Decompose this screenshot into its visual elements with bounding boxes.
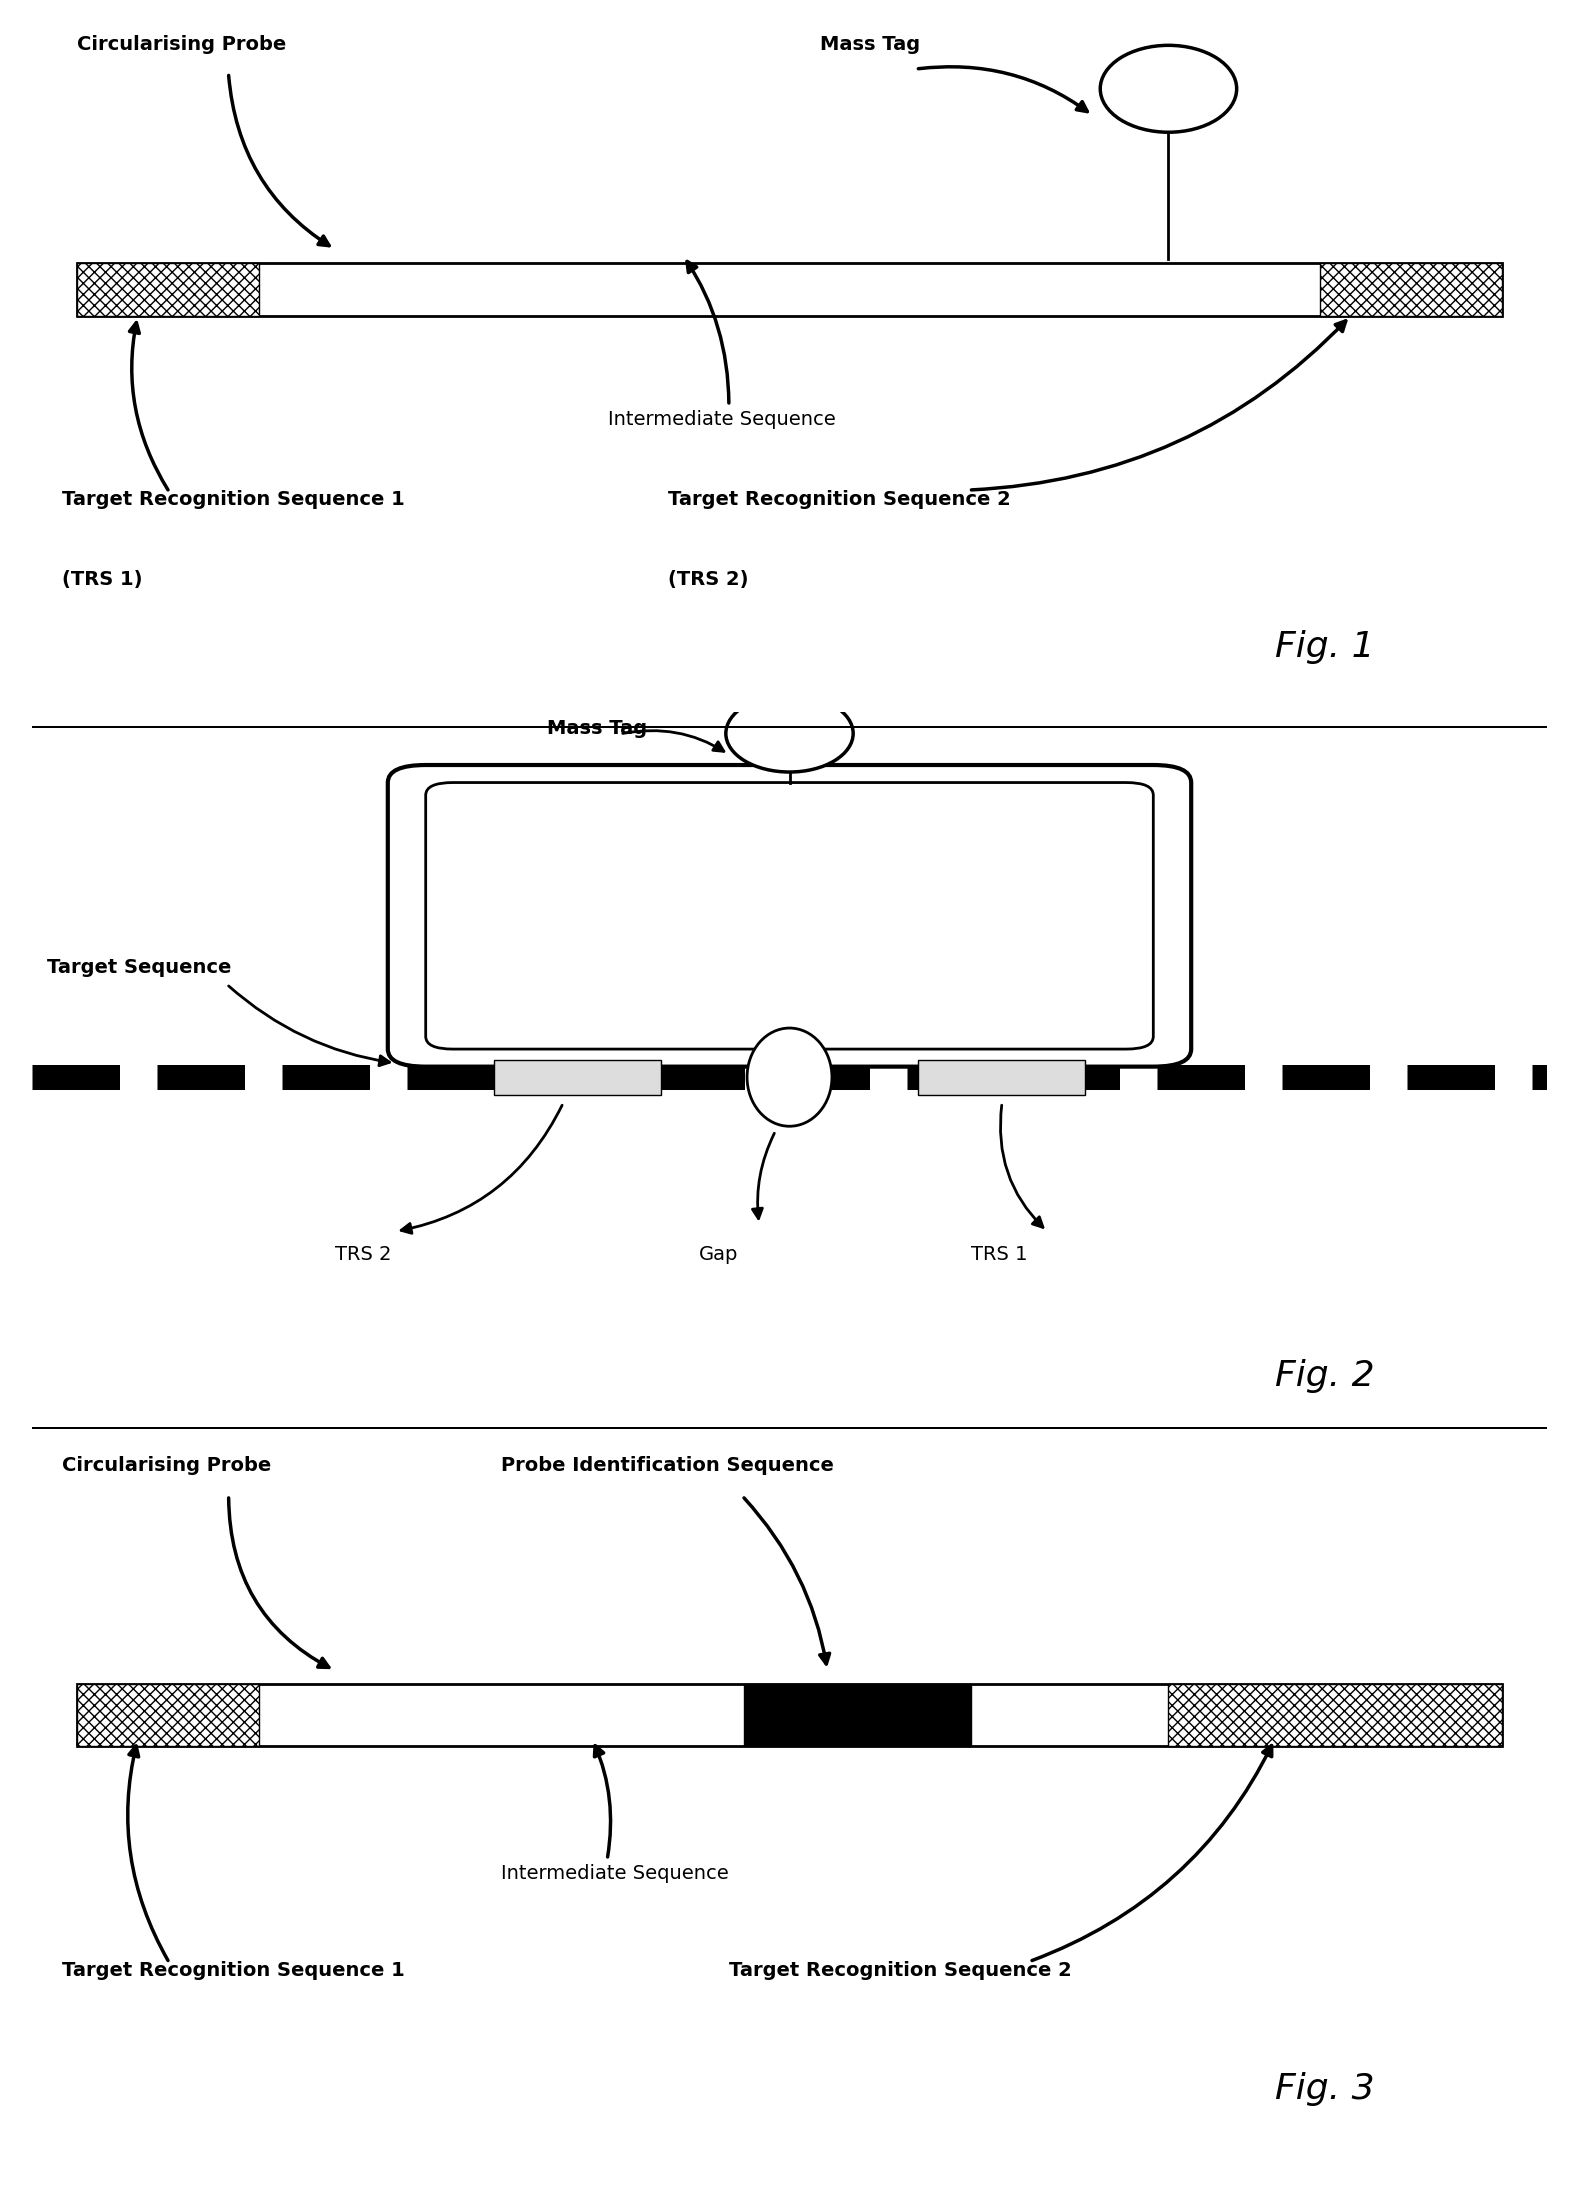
Text: Gap: Gap bbox=[698, 1245, 737, 1265]
Text: TRS 1: TRS 1 bbox=[971, 1245, 1028, 1265]
FancyBboxPatch shape bbox=[388, 765, 1191, 1068]
Bar bbox=[1168, 1683, 1502, 1747]
Text: Fig. 1: Fig. 1 bbox=[1274, 629, 1374, 664]
Bar bbox=[77, 263, 1502, 316]
Text: Intermediate Sequence: Intermediate Sequence bbox=[502, 1863, 729, 1883]
Bar bbox=[77, 263, 259, 316]
FancyBboxPatch shape bbox=[426, 783, 1153, 1050]
Text: Fig. 3: Fig. 3 bbox=[1274, 2071, 1374, 2107]
Text: Probe Identification Sequence: Probe Identification Sequence bbox=[502, 1455, 834, 1475]
Text: Fig. 2: Fig. 2 bbox=[1274, 1359, 1374, 1392]
Text: (TRS 1): (TRS 1) bbox=[62, 570, 142, 590]
Text: Circularising Probe: Circularising Probe bbox=[77, 35, 286, 55]
Ellipse shape bbox=[747, 1028, 832, 1127]
Text: Intermediate Sequence: Intermediate Sequence bbox=[608, 410, 835, 430]
Text: Mass Tag: Mass Tag bbox=[546, 719, 647, 739]
Bar bbox=[1320, 263, 1502, 316]
Text: Target Recognition Sequence 1: Target Recognition Sequence 1 bbox=[62, 489, 404, 509]
Bar bbox=[77, 1683, 259, 1747]
Text: (TRS 2): (TRS 2) bbox=[668, 570, 748, 590]
Text: Target Recognition Sequence 2: Target Recognition Sequence 2 bbox=[668, 489, 1011, 509]
Text: Mass Tag: Mass Tag bbox=[820, 35, 921, 55]
Ellipse shape bbox=[726, 695, 853, 772]
Bar bbox=[744, 1683, 971, 1747]
Bar bbox=[919, 1059, 1085, 1094]
Text: Target Recognition Sequence 1: Target Recognition Sequence 1 bbox=[62, 1960, 404, 1979]
Bar bbox=[77, 1683, 1502, 1747]
Text: TRS 2: TRS 2 bbox=[335, 1245, 392, 1265]
Text: Circularising Probe: Circularising Probe bbox=[62, 1455, 272, 1475]
Ellipse shape bbox=[1101, 46, 1236, 132]
Text: Target Sequence: Target Sequence bbox=[47, 958, 231, 978]
Bar bbox=[494, 1059, 660, 1094]
Text: Target Recognition Sequence 2: Target Recognition Sequence 2 bbox=[729, 1960, 1072, 1979]
